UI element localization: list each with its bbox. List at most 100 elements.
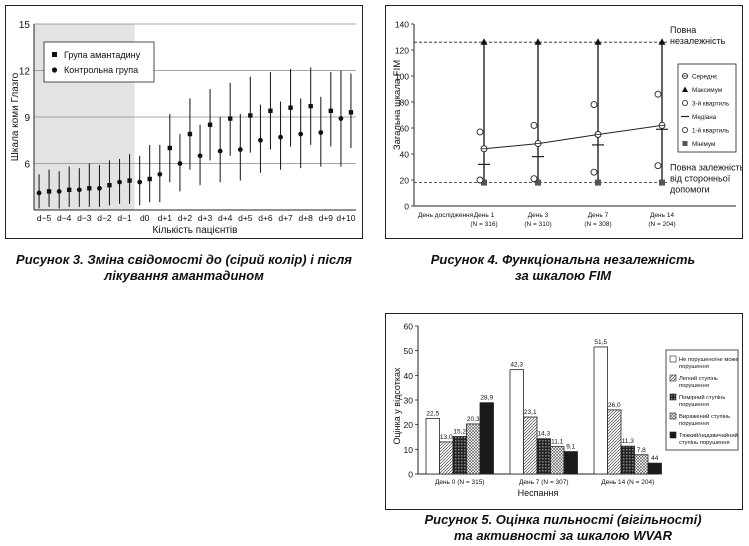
y-tick-label: 60	[404, 322, 414, 332]
legend-swatch	[669, 412, 677, 420]
amantadine-point	[288, 105, 293, 110]
legend-label: Максимум	[692, 87, 722, 94]
x-tick-label: d+2	[178, 213, 193, 223]
legend-label-line: порушення	[679, 364, 709, 370]
x-tick-label: d0	[140, 213, 150, 223]
x-tick-label: d+3	[198, 213, 213, 223]
bar-value-label: 14,3	[537, 431, 550, 438]
bar	[607, 409, 622, 475]
control-point	[36, 190, 42, 196]
control-point	[56, 189, 62, 194]
control-point	[318, 130, 324, 135]
minimum-marker	[535, 179, 541, 186]
bar-value-label: 7,8	[637, 447, 646, 454]
control-point	[258, 137, 263, 143]
bar-value-label: 9,1	[566, 444, 575, 451]
legend-box	[665, 349, 739, 451]
glasgow-coma-chart: 6 9 12 15 d−5 d−4 d−3 d−2 d−1 d0 d+1 d+2 d+3 d+4 d+5 d+…	[10, 20, 356, 236]
amantadine-point	[207, 122, 213, 127]
figure-5-caption-line2: та активності за шкалою WVAR	[453, 528, 672, 543]
legend-label: Виражений ступінь порушення	[679, 413, 730, 427]
legend-swatch	[669, 431, 677, 439]
y-tick-label: 40	[400, 150, 410, 160]
bar	[634, 454, 649, 475]
control-point	[217, 148, 223, 154]
y-tick-label: 100	[395, 72, 409, 82]
amantadine-point	[227, 116, 233, 121]
amantadine-point	[187, 131, 193, 137]
bar	[620, 445, 635, 475]
control-point	[278, 134, 283, 140]
bar-value-label: 20,3	[467, 416, 480, 423]
maximum-marker	[534, 38, 542, 45]
control-point	[338, 116, 344, 121]
bar-value-label: 42,3	[510, 362, 523, 369]
legend-label-line: ступінь порушення	[679, 440, 730, 446]
control-point	[237, 147, 243, 152]
maximum-marker	[480, 38, 488, 45]
y-tick-label: 20	[404, 420, 414, 430]
legend-quartile-marker	[681, 100, 688, 107]
control-point	[76, 187, 82, 193]
legend-label-line: Не порушено/не може	[679, 357, 739, 363]
maximum-marker	[658, 38, 666, 45]
legend-label: Не порушено/не може порушення	[679, 357, 739, 370]
legend-box	[677, 63, 737, 153]
x-tick-label: d+6	[258, 213, 273, 223]
legend-label-line: Помірний ступінь	[679, 394, 725, 401]
y-axis-title: Оцінка у відсотках	[392, 367, 402, 444]
q3-marker	[476, 128, 484, 136]
bar	[479, 402, 494, 475]
minimum-marker	[659, 179, 665, 186]
x-tick-label: d−1	[117, 213, 132, 223]
x-axis-title: Неспання	[518, 488, 559, 498]
legend-label: 3-й квартиль	[692, 100, 730, 108]
q1-marker	[654, 162, 662, 170]
amantadine-point	[268, 108, 273, 113]
control-point	[197, 153, 203, 159]
legend-min-marker	[682, 141, 688, 146]
bar-value-label: 11,3	[622, 438, 635, 445]
amantadine-point	[66, 187, 72, 193]
y-tick-label: 0	[404, 202, 409, 212]
y-tick-label: 80	[400, 98, 410, 108]
figure-5-caption-line1: Рисунок 5. Оцінка пильності (вігільності…	[424, 512, 702, 527]
legend-label-line: Виражений ступінь	[679, 413, 730, 420]
y-tick-label: 10	[404, 445, 414, 455]
x-tick-label: День 14	[650, 212, 674, 219]
y-tick-label: 50	[404, 346, 414, 356]
amantadine-point	[107, 183, 112, 188]
figure-3-caption: Рисунок 3. Зміна свідомості до (сірий ко…	[0, 252, 368, 284]
bar-value-label: 22,5	[426, 411, 439, 418]
legend-label: Контрольна група	[64, 65, 138, 75]
amantadine-point	[348, 110, 354, 115]
q1-marker	[476, 176, 484, 184]
bar-value-label: 13,0	[440, 434, 453, 441]
bar	[439, 441, 454, 475]
mean-line	[483, 124, 663, 150]
y-tick-label: 0	[408, 470, 413, 480]
maximum-marker	[594, 38, 602, 45]
control-point	[137, 179, 143, 185]
legend-swatch	[669, 374, 677, 382]
bar-value-label: 11,1	[551, 439, 564, 446]
figure-3-panel: 6 9 12 15 d−5 d−4 d−3 d−2 d−1 d0 d+1 d+2 d+3 d+4 d+5 d+…	[5, 5, 363, 239]
bar	[647, 462, 662, 475]
figure-3-caption-line1: Рисунок 3. Зміна свідомості до (сірий ко…	[16, 252, 352, 267]
bar	[563, 451, 578, 475]
legend-label: Тяжкий/надзвичайний ступінь порушення	[679, 432, 738, 446]
y-axis-title: Шкала коми Глазго	[10, 72, 21, 161]
legend-label-line: порушення	[679, 402, 709, 408]
amantadine-point	[328, 108, 334, 113]
legend-label-line: Легкий ступінь	[679, 375, 718, 382]
legend-swatch	[669, 355, 677, 363]
y-tick-label: 60	[400, 124, 410, 134]
x-tick-sublabel: (N = 308)	[584, 221, 611, 228]
y-tick-label: 40	[404, 371, 414, 381]
amantadine-point	[308, 103, 313, 109]
x-tick-label: d+5	[238, 213, 253, 223]
figure-4-caption-line2: за шкалою FIM	[514, 268, 612, 283]
amantadine-point	[46, 189, 52, 194]
annotation-bottom-line3: допомоги	[670, 185, 710, 195]
x-tick-sublabel: (N = 310)	[524, 221, 551, 228]
